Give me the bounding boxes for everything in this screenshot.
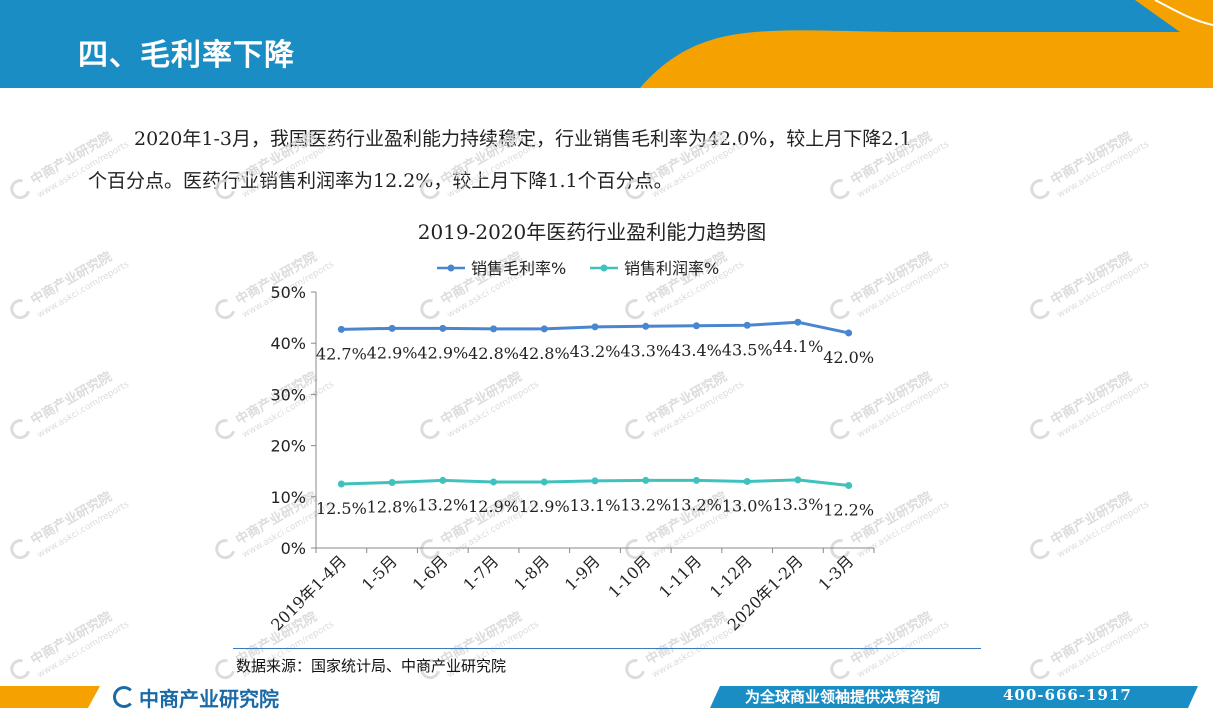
y-tick-label: 40%	[270, 334, 306, 353]
data-label: 13.2%	[417, 495, 468, 514]
header-banner: 四、毛利率下降	[0, 0, 1213, 88]
data-point	[743, 477, 751, 485]
data-point	[692, 476, 700, 484]
data-point	[388, 324, 396, 332]
footer-background	[0, 686, 1198, 708]
legend-label-1: 销售利润率%	[624, 259, 719, 278]
page-title: 四、毛利率下降	[78, 38, 295, 73]
footer-logo: 中商产业研究院	[113, 683, 279, 712]
data-point	[845, 329, 853, 337]
x-tick-label: 1-12月	[706, 551, 756, 601]
legend-label-0: 销售毛利率%	[471, 259, 566, 278]
data-label: 13.2%	[620, 495, 671, 514]
data-label: 44.1%	[772, 337, 823, 356]
data-point	[692, 322, 700, 330]
data-label: 13.2%	[671, 495, 722, 514]
data-label: 12.9%	[519, 497, 570, 516]
data-label: 42.8%	[519, 344, 570, 363]
header-background	[0, 0, 1213, 88]
data-label: 13.0%	[722, 496, 773, 515]
data-point	[388, 478, 396, 486]
data-point	[540, 478, 548, 486]
data-point	[490, 478, 498, 486]
data-point	[642, 476, 650, 484]
footer-phone: 400-666-1917	[1003, 686, 1132, 704]
data-source: 数据来源：国家统计局、中商产业研究院	[236, 657, 507, 675]
data-point	[490, 325, 498, 333]
data-point	[439, 324, 447, 332]
data-point	[591, 477, 599, 485]
footer-logo-icon	[113, 686, 135, 708]
data-label: 12.2%	[823, 501, 874, 520]
data-point	[337, 325, 345, 333]
footer-logo-text: 中商产业研究院	[139, 687, 279, 711]
footer-slogan: 为全球商业领袖提供决策咨询	[745, 688, 941, 706]
x-tick-label: 1-7月	[459, 551, 502, 594]
data-label: 13.1%	[570, 496, 621, 515]
y-tick-label: 30%	[270, 385, 306, 404]
data-label: 12.9%	[468, 497, 519, 516]
paragraph-line-2: 个百分点。医药行业销售利润率为12.2%，较上月下降1.1个百分点。	[88, 170, 673, 192]
legend-marker-0	[447, 264, 455, 272]
data-point	[794, 476, 802, 484]
data-point	[642, 322, 650, 330]
data-label: 43.3%	[620, 341, 671, 360]
y-tick-label: 20%	[270, 437, 306, 456]
x-tick-label: 2019年1-4月	[267, 551, 350, 634]
data-label: 12.8%	[367, 497, 418, 516]
data-label: 42.9%	[367, 343, 418, 362]
data-point	[743, 321, 751, 329]
data-label: 43.4%	[671, 341, 722, 360]
y-tick-label: 0%	[281, 539, 306, 558]
data-label: 42.0%	[823, 348, 874, 367]
x-tick-label: 1-3月	[814, 551, 857, 594]
x-tick-label: 1-8月	[510, 551, 553, 594]
source-divider	[233, 648, 981, 649]
x-tick-label: 1-5月	[358, 551, 401, 594]
data-label: 12.5%	[316, 499, 367, 518]
paragraph-line-1: 2020年1-3月，我国医药行业盈利能力持续稳定，行业销售毛利率为42.0%，较…	[134, 128, 912, 150]
data-point	[591, 323, 599, 331]
y-tick-label: 50%	[270, 283, 306, 302]
data-label: 43.2%	[570, 342, 621, 361]
data-point	[439, 476, 447, 484]
data-point	[794, 318, 802, 326]
x-tick-label: 1-11月	[655, 551, 705, 601]
data-label: 42.8%	[468, 344, 519, 363]
data-label: 43.5%	[722, 340, 773, 359]
chart-title: 2019-2020年医药行业盈利能力趋势图	[418, 220, 767, 244]
footer-bar	[0, 683, 1213, 708]
summary-paragraph: 2020年1-3月，我国医药行业盈利能力持续稳定，行业销售毛利率为42.0%，较…	[88, 118, 1088, 202]
legend-marker-1	[600, 264, 608, 272]
data-label: 13.3%	[772, 495, 823, 514]
data-point	[540, 325, 548, 333]
y-tick-label: 10%	[270, 488, 306, 507]
data-point	[337, 480, 345, 488]
x-tick-label: 1-10月	[604, 551, 654, 601]
data-label: 42.9%	[417, 343, 468, 362]
data-label: 42.7%	[316, 344, 367, 363]
data-point	[845, 482, 853, 490]
x-tick-label: 1-6月	[409, 551, 452, 594]
x-tick-label: 1-9月	[561, 551, 604, 594]
